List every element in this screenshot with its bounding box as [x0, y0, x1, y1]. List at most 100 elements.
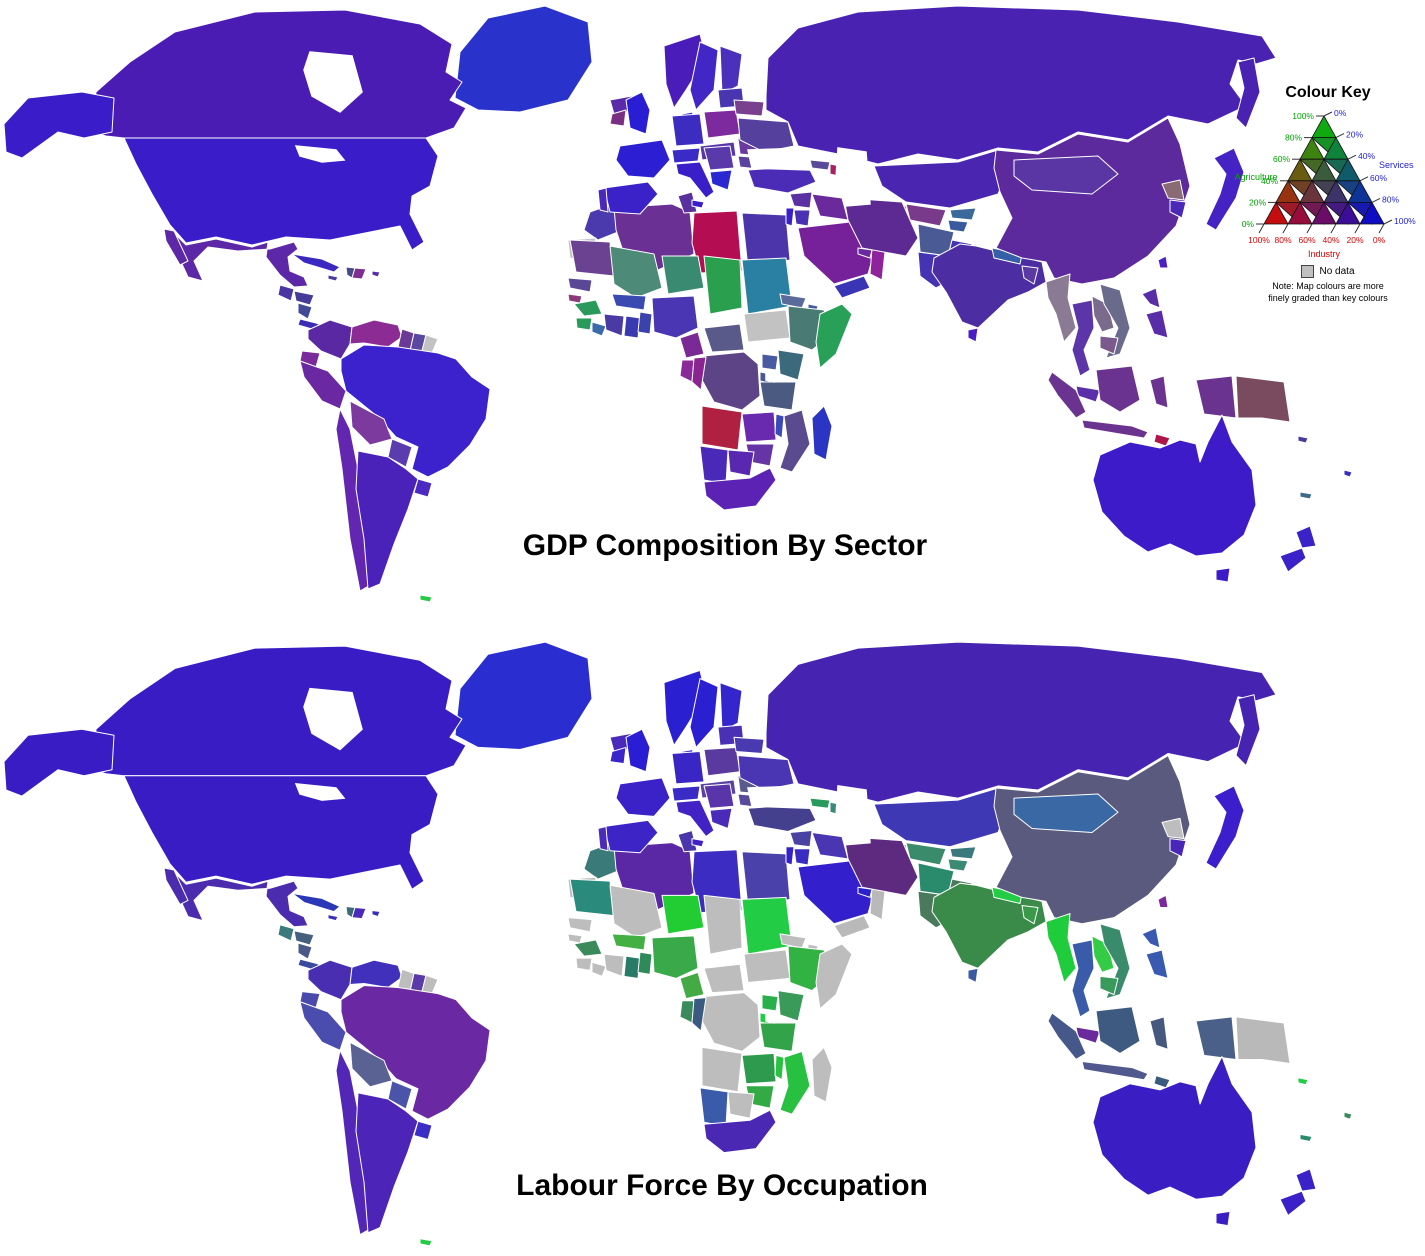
region-portugal: Portugal	[597, 825, 609, 852]
region-newcaledonia: New Caledonia	[1299, 1133, 1313, 1143]
region-cambodia: Cambodia	[1099, 335, 1119, 355]
key-tick	[1323, 111, 1333, 117]
region-georgia: Georgia	[809, 797, 831, 809]
region-egypt: Egypt	[741, 851, 791, 909]
region-austria: Austria / Switzerland	[671, 785, 701, 802]
key-note-line2: finely graded than key colours	[1268, 292, 1388, 303]
region-paraguay: Paraguay	[387, 438, 413, 468]
region-finland: Finland	[719, 45, 743, 95]
region-syria: Syria	[789, 191, 813, 209]
region-ireland: Ireland	[609, 746, 627, 765]
region-vietnam: Vietnam	[1099, 923, 1131, 1000]
region-kyrgyzstan: Kyrgyzstan	[949, 207, 977, 221]
region-belarus: Belarus	[733, 99, 765, 117]
region-kazakhstan: Kazakhstan	[873, 149, 1009, 209]
sea-overlay	[294, 783, 346, 801]
region-australia: Australia	[1092, 1055, 1257, 1200]
region-australia: Australia	[1092, 414, 1257, 557]
region-nz1: New Zealand (North Island)	[1295, 1168, 1317, 1192]
region-ireland: Ireland	[609, 109, 627, 127]
key-label: 80%	[1285, 133, 1302, 143]
region-cuba: Cuba	[291, 892, 341, 913]
region-chile: Chile	[335, 1049, 373, 1236]
region-somalia: Somalia	[815, 303, 853, 369]
region-greenland: Greenland	[454, 641, 593, 750]
region-tajikistan: Tajikistan	[947, 219, 969, 233]
region-sweden: Sweden	[689, 678, 719, 748]
region-russia: Russia	[765, 5, 1277, 165]
region-chile: Chile	[335, 408, 373, 592]
region-southafrica: South Africa	[703, 467, 777, 511]
sea-overlay	[294, 145, 346, 163]
region-togobenin: Togo / Benin	[637, 951, 653, 975]
key-cell	[1263, 201, 1289, 225]
region-nigeria: Nigeria	[651, 295, 699, 339]
region-nigeria: Nigeria	[651, 935, 699, 979]
region-solomon: Solomon Islands	[1297, 1077, 1309, 1086]
region-alaska: Alaska	[3, 91, 115, 159]
sea-overlay	[303, 687, 363, 751]
region-sumatra: Indonesia (Sumatra)	[1047, 1012, 1087, 1060]
region-iran: Iran	[843, 197, 919, 257]
region-cuba: Cuba	[291, 253, 341, 273]
region-sicily: Sicily	[691, 199, 705, 209]
region-kamchatka: Kamchatka	[1235, 694, 1261, 767]
region-ghana: Ghana	[623, 315, 641, 339]
region-borneo: Indonesia (Borneo)	[1095, 1006, 1141, 1054]
region-tasmania: Tasmania	[1215, 567, 1231, 583]
region-guineabissau: Guinea-Bissau	[567, 293, 583, 304]
region-madagascar: Madagascar	[811, 405, 833, 461]
key-cell	[1311, 201, 1337, 225]
sea-overlay	[765, 371, 777, 383]
region-greece: Greece	[709, 807, 733, 829]
region-venezuela: Venezuela	[349, 319, 403, 348]
key-tick	[1378, 223, 1385, 234]
region-myanmar: Myanmar	[1045, 273, 1077, 343]
region-sierraleone: Sierra Leone	[575, 317, 593, 331]
region-balkans: Balkans	[703, 145, 735, 171]
region-japan: Japan	[1205, 785, 1245, 870]
region-chad: Chad	[703, 255, 743, 315]
region-liberia: Liberia	[591, 321, 607, 337]
key-label: 40%	[1358, 151, 1375, 161]
region-solomon: Solomon Islands	[1297, 435, 1309, 444]
region-sierraleone: Sierra Leone	[575, 957, 593, 971]
region-mongolia: Mongolia	[1013, 155, 1119, 195]
key-cell	[1359, 201, 1385, 225]
region-balkans: Balkans	[703, 783, 735, 809]
region-honduras: Honduras	[293, 930, 315, 946]
region-canada: Canada	[91, 645, 467, 777]
region-italy: Italy	[675, 161, 715, 199]
region-georgia: Georgia	[809, 159, 831, 171]
key-label: 100%	[1292, 111, 1314, 121]
region-niger: Niger	[661, 255, 705, 295]
region-domrep: Dominican Republic	[351, 906, 367, 920]
key-cell	[1335, 201, 1361, 225]
region-myanmar: Myanmar	[1045, 913, 1077, 983]
region-car: Central African Republic	[703, 963, 745, 994]
region-congo: Congo	[691, 997, 707, 1032]
region-iberia: Spain	[603, 181, 659, 215]
key-tick	[1354, 223, 1361, 234]
region-taiwan: Taiwan	[1157, 894, 1169, 909]
sea-overlay	[835, 147, 871, 207]
region-drc: DR Congo	[701, 992, 761, 1052]
region-philippines2: Philippines (Visayas/Mindanao)	[1145, 949, 1169, 979]
region-philippines1: Philippines (Luzon)	[1141, 287, 1161, 309]
region-tasmania: Tasmania	[1215, 1210, 1231, 1227]
key-tick	[1335, 133, 1345, 139]
region-tanzania: Tanzania	[759, 1022, 797, 1052]
region-nz1: New Zealand (North Island)	[1295, 525, 1317, 549]
region-honduras: Honduras	[293, 290, 315, 306]
region-mali: Mali	[609, 884, 663, 939]
region-guinea: Guinea	[573, 939, 603, 957]
region-kyrgyzstan: Kyrgyzstan	[949, 846, 977, 860]
key-tick	[1330, 223, 1337, 234]
region-norway: Norway	[663, 33, 707, 109]
region-germany: Germany	[671, 113, 705, 147]
region-cameroon: Cameroon	[679, 331, 705, 359]
region-tanzania: Tanzania	[759, 381, 797, 411]
region-italy: Italy	[675, 799, 715, 838]
key-label: 20%	[1346, 130, 1363, 140]
region-egypt: Egypt	[741, 212, 791, 269]
